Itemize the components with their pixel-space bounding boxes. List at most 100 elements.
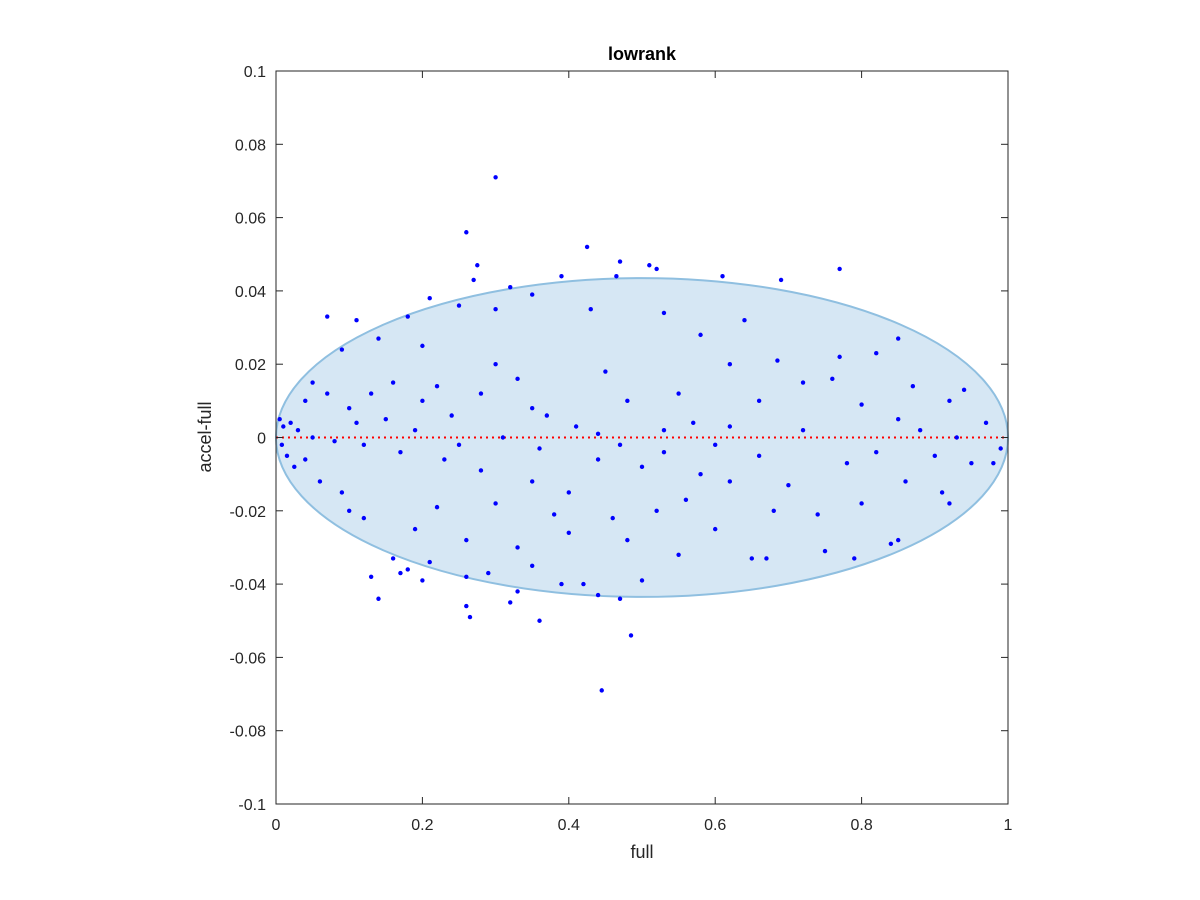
data-point [288,420,293,426]
data-point [720,274,725,279]
data-point [566,530,571,535]
data-point [449,413,454,418]
data-point [284,453,290,459]
data-point [727,362,733,367]
data-point [844,460,850,466]
data-point [764,556,769,561]
y-tick-label: -0.1 [238,797,266,814]
data-point [595,457,601,462]
data-point [647,263,652,268]
y-axis-ticks: -0.1 -0.08 -0.06 -0.04 -0.02 0 0.02 0.04 0.06 0.0… [230,64,1008,814]
data-point [500,435,506,440]
data-point [464,603,469,609]
data-point [317,479,323,484]
data-point [969,460,974,466]
data-point [566,490,571,495]
data-point [676,552,681,557]
x-tick-label: 0 [272,817,281,834]
data-point [464,230,469,235]
data-point [412,526,418,532]
chart-title: lowrank [608,44,677,64]
data-point [354,420,359,426]
data-point [478,468,484,473]
y-tick-label: -0.06 [230,650,267,667]
data-point [310,380,315,385]
data-point [874,449,879,455]
data-point [456,442,462,448]
data-point [412,427,418,433]
data-point [281,424,286,429]
data-point [405,567,410,572]
data-point [292,464,297,470]
data-point [530,479,535,484]
data-point [573,424,579,429]
data-point [508,285,513,290]
data-point [486,570,491,576]
data-point [727,479,733,484]
data-point [628,633,634,638]
x-tick-label: 1 [1004,817,1013,834]
data-point [654,508,659,513]
data-point [376,596,381,601]
data-point [354,318,359,323]
data-point [617,596,623,601]
data-point [896,537,901,543]
x-axis-label: full [630,842,653,862]
data-point [464,574,469,579]
data-point [991,460,996,466]
data-point [303,457,308,462]
data-point [295,427,301,433]
data-point [390,380,396,385]
data-point [530,405,535,411]
y-axis-label: accel-full [195,401,215,472]
y-tick-label: -0.04 [230,577,267,594]
data-point [434,504,440,510]
data-point [800,427,806,433]
data-point [610,515,615,521]
data-point [932,453,937,459]
data-point [874,351,879,356]
data-point [903,479,908,484]
data-point [617,259,623,264]
data-point [537,446,542,451]
data-point [859,501,864,506]
data-point [822,548,828,554]
data-point [947,398,952,404]
data-point [661,310,667,316]
y-tick-label: 0.1 [244,64,266,81]
data-point [537,618,542,623]
data-point [756,398,762,404]
data-point [595,431,601,437]
data-point [742,318,747,323]
data-point [427,559,432,565]
data-point [859,402,864,407]
data-point [896,336,901,341]
data-point [347,405,352,411]
data-point [727,424,733,429]
data-point [947,501,952,506]
x-tick-label: 0.4 [558,817,580,834]
data-point [478,391,484,396]
data-point [599,688,604,693]
data-point [390,556,396,561]
data-point [771,508,776,513]
data-point [427,296,432,301]
data-point [852,556,857,561]
data-point [581,581,586,587]
data-point [279,442,285,448]
data-point [467,614,473,620]
data-point [383,416,388,422]
data-point [559,274,564,279]
data-point [398,449,403,455]
data-point [464,537,469,543]
data-point [617,442,623,448]
data-point [639,464,645,470]
data-point [420,398,425,404]
data-point [420,343,425,349]
data-point [749,556,754,561]
data-point [614,274,619,279]
data-point [325,314,330,319]
data-point [983,420,989,426]
data-point [456,303,462,308]
data-point [625,537,630,543]
